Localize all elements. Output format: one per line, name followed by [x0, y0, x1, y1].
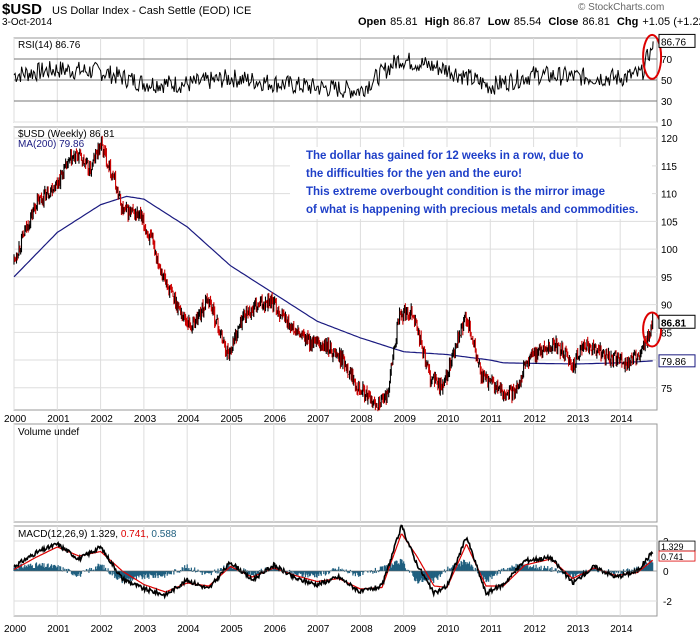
- x-tick-label: 2008: [350, 624, 373, 635]
- x-tick-label: 2000: [4, 414, 27, 425]
- price-tick-label: 120: [661, 134, 678, 145]
- close-value: 86.81: [582, 16, 610, 28]
- x-tick-label: 2000: [4, 624, 27, 635]
- rsi-legend: RSI(14) 86.76: [18, 40, 81, 51]
- price-tick-label: 105: [661, 217, 678, 228]
- open-value: 85.81: [390, 16, 418, 28]
- rsi-highlight-circle: [642, 33, 663, 80]
- x-tick-label: 2011: [480, 624, 502, 635]
- instrument-name: US Dollar Index - Cash Settle (EOD) ICE: [52, 5, 252, 17]
- macd-legend: MACD(12,26,9) 1.329, 0.741, 0.588: [18, 529, 177, 540]
- price-highlight-circle: [642, 311, 663, 348]
- macd-line: [13, 524, 654, 600]
- x-tick-label: 2004: [177, 624, 200, 635]
- x-tick-label: 2001: [47, 414, 70, 425]
- x-tick-label: 2014: [610, 624, 633, 635]
- x-tick-label: 2007: [307, 624, 330, 635]
- rsi-panel: 10 30 50 70 RSI(14) 86.76 86.76: [13, 33, 696, 129]
- x-tick-label: 2007: [307, 414, 330, 425]
- signal-last-box: [658, 550, 696, 562]
- signal-line: [13, 533, 654, 593]
- x-tick-label: 2004: [177, 414, 200, 425]
- price-legend: $USD (Weekly) 86.81: [18, 129, 115, 140]
- price-tick-label: 90: [661, 301, 673, 312]
- macd-tick-label: -2: [663, 597, 672, 608]
- x-tick-label: 2001: [47, 624, 70, 635]
- price-last-value-box: [658, 314, 696, 329]
- x-tick-label: 2010: [437, 624, 460, 635]
- close-label: Close: [548, 16, 579, 28]
- x-tick-label: 2005: [220, 624, 243, 635]
- volume-frame: [13, 423, 658, 523]
- price-tick-label: 95: [661, 273, 673, 284]
- x-tick-label: 2010: [437, 414, 460, 425]
- macd-tick-label: 0: [663, 567, 669, 578]
- price-last-value: 86.81: [661, 318, 686, 329]
- low-label: Low: [487, 16, 510, 28]
- macd-last-value: 1.329: [661, 542, 684, 552]
- signal-last-value: 0.741: [661, 552, 684, 562]
- x-tick-label: 2002: [91, 624, 114, 635]
- x-tick-label: 2003: [134, 414, 157, 425]
- ma-legend: MA(200) 79.86: [18, 139, 85, 150]
- price-tick-label: 85: [661, 328, 673, 339]
- ohlc-summary: Open 85.81 High 86.87 Low 85.54 Close 86.81 …: [358, 16, 700, 28]
- rsi-tick-label: 50: [661, 76, 673, 87]
- volume-panel: Volume undef: [13, 423, 658, 523]
- chg-value: +1.05 (+1.22%): [642, 16, 700, 28]
- price-tick-label: 115: [661, 162, 677, 173]
- low-value: 85.54: [513, 16, 542, 28]
- rsi-last-value: 86.76: [661, 37, 686, 48]
- copyright-text: © StockCharts.com: [578, 2, 665, 13]
- x-tick-label: 2009: [394, 414, 417, 425]
- high-label: High: [424, 16, 450, 28]
- x-tick-label: 2012: [524, 414, 547, 425]
- ma-last-value-box: [658, 354, 696, 368]
- x-tick-label: 2006: [264, 624, 287, 635]
- annotation-line: the difficulties for the yen and the eur…: [306, 168, 522, 180]
- rsi-tick-label: 70: [661, 55, 673, 66]
- ma-last-value: 79.86: [661, 357, 686, 368]
- annotation-line: The dollar has gained for 12 weeks in a …: [306, 150, 584, 162]
- x-tick-label: 2003: [134, 624, 157, 635]
- x-tick-label: 2005: [220, 414, 243, 425]
- rsi-tick-label: 30: [661, 97, 673, 108]
- rsi-last-value-box: [658, 33, 696, 48]
- x-tick-label: 2006: [264, 414, 287, 425]
- x-tick-label: 2014: [610, 414, 633, 425]
- symbol-title: $USD: [2, 1, 43, 18]
- price-tick-label: 75: [661, 384, 673, 395]
- chart-date: 3-Oct-2014: [2, 17, 53, 28]
- chg-label: Chg: [616, 16, 639, 28]
- open-label: Open: [358, 16, 387, 28]
- annotation-line: This extreme overbought condition is the…: [306, 186, 606, 198]
- x-tick-label: 2012: [524, 624, 547, 635]
- x-axis: 2000 2001 2002 2003 2004 2005 2006 2007 2008 2009…: [4, 624, 633, 635]
- high-value: 86.87: [453, 16, 481, 28]
- x-tick-label: 2002: [91, 414, 114, 425]
- annotation-line: of what is happening with precious metal…: [306, 204, 639, 216]
- x-tick-label: 2011: [480, 414, 502, 425]
- price-tick-label: 100: [661, 245, 678, 256]
- annotation-box: The dollar has gained for 12 weeks in a …: [290, 147, 652, 219]
- x-tick-label: 2013: [567, 624, 590, 635]
- x-tick-label: 2008: [350, 414, 373, 425]
- price-tick-label: 110: [661, 190, 677, 201]
- rsi-tick-label: 10: [661, 118, 673, 129]
- volume-legend: Volume undef: [18, 427, 79, 438]
- macd-panel: -202MACD(12,26,9) 1.329, 0.741, 0.5881.3…: [13, 524, 696, 617]
- rsi-line: [13, 41, 654, 99]
- x-tick-label: 2013: [567, 414, 590, 425]
- x-tick-label: 2009: [394, 624, 417, 635]
